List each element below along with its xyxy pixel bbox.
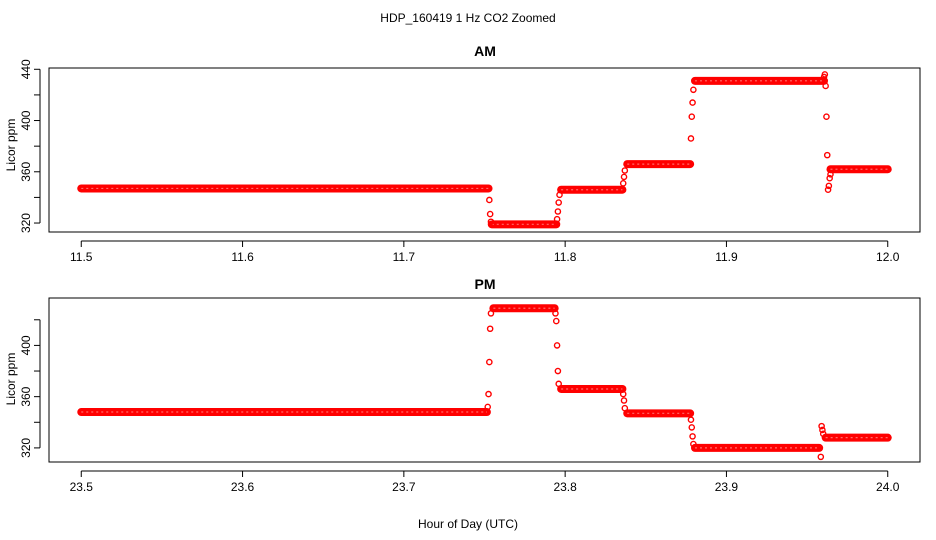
pm-transition-point: [485, 390, 492, 398]
pm-transition-point: [818, 422, 825, 430]
pm-transition-point: [552, 317, 560, 325]
am-transition-point: [620, 173, 628, 181]
pm-x-tick-label: 23.5: [70, 480, 94, 494]
am-x-tick-label: 11.8: [554, 250, 577, 264]
am-x-tick-label: 11.6: [231, 250, 254, 264]
am-transition-point: [824, 186, 832, 194]
pm-y-tick-label: 320: [19, 438, 33, 458]
pm-transition-point: [619, 390, 627, 398]
pm-x-tick-label: 23.7: [392, 480, 416, 494]
am-x-tick-label: 11.7: [393, 250, 416, 264]
am-y-tick-label: 400: [19, 110, 33, 130]
am-y-tick-label: 360: [19, 161, 33, 181]
am-transition-point: [827, 171, 834, 178]
panel-pm: PM Licor ppm 23.5 23.6 23.7 23.8 23.9 24.0 32…: [4, 276, 921, 494]
pm-transition-point: [487, 310, 495, 317]
pm-y-tick-label: 400: [19, 335, 33, 355]
pm-transition-point: [484, 403, 492, 411]
am-transition-point: [487, 218, 495, 226]
pm-transition-point: [819, 426, 826, 434]
am-transition-point: [825, 182, 833, 190]
figure-title: HDP_160419 1 Hz CO2 Zoomed: [380, 11, 555, 25]
am-transition-point: [621, 167, 629, 174]
panel-pm-marks: [77, 304, 892, 461]
am-transition-point: [486, 196, 493, 204]
am-transition-point: [823, 113, 830, 120]
am-y-tick-label: 440: [19, 59, 33, 79]
am-transition-point: [553, 215, 561, 223]
am-transition-point: [823, 151, 831, 159]
am-transition-point: [822, 82, 829, 90]
figure-xlabel: Hour of Day (UTC): [418, 517, 518, 531]
pm-transition-point: [621, 404, 629, 412]
pm-x-tick-label: 23.8: [553, 480, 577, 494]
pm-transition-point: [817, 453, 825, 461]
panel-pm-plot-frame: [48, 297, 921, 463]
am-transition-point: [826, 174, 833, 182]
pm-transition-point: [689, 433, 696, 440]
panel-pm-title: PM: [475, 276, 496, 292]
panel-pm-x-axis: 23.5 23.6 23.7 23.8 23.9 24.0: [70, 470, 900, 494]
panel-pm-y-axis: 320 360 400: [19, 319, 41, 458]
pm-transition-point: [552, 310, 559, 317]
am-y-tick-label: 320: [19, 213, 33, 233]
pm-transition-point: [687, 416, 695, 424]
pm-x-tick-label: 23.6: [231, 480, 255, 494]
am-transition-point: [689, 99, 696, 106]
pm-transition-point: [620, 397, 628, 404]
pm-transition-point: [690, 440, 697, 448]
pm-transition-point: [553, 342, 561, 349]
am-transition-point: [821, 71, 829, 78]
panel-am-ylabel: Licor ppm: [4, 119, 18, 172]
am-transition-point: [687, 135, 695, 142]
am-x-tick-label: 11.9: [715, 250, 738, 264]
pm-transition-point: [819, 430, 827, 438]
pm-transition-point: [486, 358, 493, 366]
am-transition-point: [556, 191, 563, 199]
panel-am-y-axis: 320 360 400 440: [19, 59, 41, 233]
pm-x-tick-label: 24.0: [876, 480, 900, 494]
am-transition-point: [619, 180, 627, 187]
pm-transition-point: [688, 424, 696, 431]
pm-y-tick-label: 360: [19, 386, 33, 406]
am-x-tick-label: 12.0: [876, 250, 900, 264]
am-x-tick-label: 11.5: [70, 250, 93, 264]
panel-am-marks: [77, 71, 892, 229]
panel-am-plot-frame: [48, 67, 921, 233]
am-transition-point: [554, 208, 562, 215]
pm-transition-point: [555, 380, 562, 388]
pm-transition-point: [486, 325, 494, 333]
am-transition-point: [555, 199, 562, 206]
am-transition-point: [690, 86, 697, 94]
pm-x-tick-label: 23.9: [715, 480, 739, 494]
panel-am-title: AM: [474, 43, 496, 59]
am-transition-point: [688, 113, 696, 120]
am-transition-point: [486, 210, 494, 218]
pm-transition-point: [554, 367, 562, 375]
panel-am: AM Licor ppm 11.5 11.6 11.7 11.8 11.9 12.0 32…: [4, 43, 921, 264]
panel-am-x-axis: 11.5 11.6 11.7 11.8 11.9 12.0: [70, 240, 900, 264]
panel-pm-ylabel: Licor ppm: [4, 353, 18, 406]
